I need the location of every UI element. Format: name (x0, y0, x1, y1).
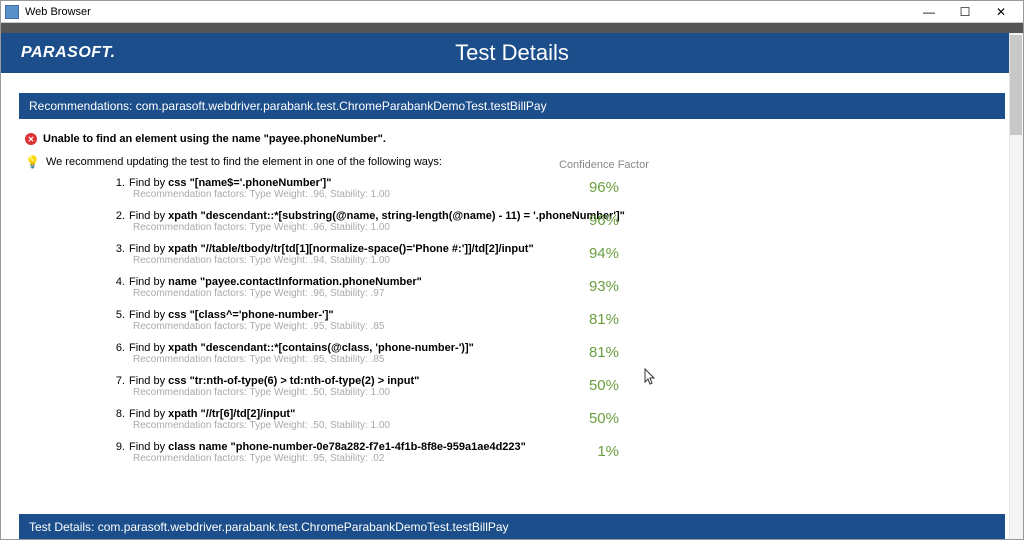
recommendation-factors: Recommendation factors: Type Weight: .95… (109, 354, 1005, 365)
recommendation-text: 8.Find by xpath "//tr[6]/td[2]/input" (109, 408, 1005, 420)
confidence-value: 81% (559, 344, 619, 361)
confidence-value: 96% (559, 212, 619, 229)
titlebar: Web Browser — ☐ ✕ (1, 1, 1023, 23)
app-icon (5, 5, 19, 19)
recommendation-item: 6.Find by xpath "descendant::*[contains(… (109, 342, 1005, 365)
recommendation-text: 7.Find by css "tr:nth-of-type(6) > td:nt… (109, 375, 1005, 387)
window-title: Web Browser (25, 6, 911, 18)
recommendation-factors: Recommendation factors: Type Weight: .50… (109, 387, 1005, 398)
confidence-header: Confidence Factor (559, 159, 649, 171)
page-title: Test Details (1, 40, 1023, 66)
minimize-button[interactable]: — (911, 2, 947, 22)
recommendation-factors: Recommendation factors: Type Weight: .96… (109, 189, 1005, 200)
recommendation-list: Confidence Factor 1.Find by css "[name$=… (19, 177, 1005, 464)
confidence-value: 50% (559, 377, 619, 394)
maximize-button[interactable]: ☐ (947, 2, 983, 22)
recommendation-item: 3.Find by xpath "//table/tbody/tr[td[1][… (109, 243, 1005, 266)
recommendation-factors: Recommendation factors: Type Weight: .95… (109, 453, 1005, 464)
error-message: ✕ Unable to find an element using the na… (19, 129, 1005, 153)
recommendation-text: 9.Find by class name "phone-number-0e78a… (109, 441, 1005, 453)
recommendation-text: 4.Find by name "payee.contactInformation… (109, 276, 1005, 288)
recommendation-item: 4.Find by name "payee.contactInformation… (109, 276, 1005, 299)
confidence-value: 50% (559, 410, 619, 427)
recommendation-item: 9.Find by class name "phone-number-0e78a… (109, 441, 1005, 464)
confidence-value: 96% (559, 179, 619, 196)
confidence-value: 81% (559, 311, 619, 328)
recommendation-intro: 💡 We recommend updating the test to find… (19, 153, 1005, 177)
recommendation-factors: Recommendation factors: Type Weight: .95… (109, 321, 1005, 332)
page-header: PARASOFT. Test Details (1, 33, 1023, 73)
window-controls: — ☐ ✕ (911, 2, 1019, 22)
recommendation-text: 6.Find by xpath "descendant::*[contains(… (109, 342, 1005, 354)
recommendation-item: 2.Find by xpath "descendant::*[substring… (109, 210, 1005, 233)
error-icon: ✕ (25, 133, 37, 145)
content-area: PARASOFT. Test Details Recommendations: … (1, 33, 1023, 539)
close-button[interactable]: ✕ (983, 2, 1019, 22)
recommendation-text: 2.Find by xpath "descendant::*[substring… (109, 210, 1005, 222)
recommendation-item: 7.Find by css "tr:nth-of-type(6) > td:nt… (109, 375, 1005, 398)
scrollbar[interactable] (1009, 33, 1023, 539)
confidence-value: 1% (559, 443, 619, 460)
recommendation-factors: Recommendation factors: Type Weight: .96… (109, 288, 1005, 299)
confidence-value: 93% (559, 278, 619, 295)
recommendation-item: 5.Find by css "[class^='phone-number-']"… (109, 309, 1005, 332)
recommendations-section-header: Recommendations: com.parasoft.webdriver.… (19, 93, 1005, 119)
recommendation-factors: Recommendation factors: Type Weight: .96… (109, 222, 1005, 233)
chrome-band (1, 23, 1023, 33)
recommendation-text: 3.Find by xpath "//table/tbody/tr[td[1][… (109, 243, 1005, 255)
details-section-header: Test Details: com.parasoft.webdriver.par… (19, 514, 1005, 539)
recommendation-factors: Recommendation factors: Type Weight: .50… (109, 420, 1005, 431)
test-details-section: Test Details: com.parasoft.webdriver.par… (19, 514, 1005, 539)
app-window: Web Browser — ☐ ✕ PARASOFT. Test Details… (0, 0, 1024, 540)
recommend-text: We recommend updating the test to find t… (46, 156, 442, 168)
recommendation-text: 5.Find by css "[class^='phone-number-']" (109, 309, 1005, 321)
recommendation-item: 8.Find by xpath "//tr[6]/td[2]/input"Rec… (109, 408, 1005, 431)
recommendation-item: 1.Find by css "[name$='.phoneNumber']"Re… (109, 177, 1005, 200)
recommendation-text: 1.Find by css "[name$='.phoneNumber']" (109, 177, 1005, 189)
error-text: Unable to find an element using the name… (43, 133, 386, 145)
recommendation-factors: Recommendation factors: Type Weight: .94… (109, 255, 1005, 266)
confidence-value: 94% (559, 245, 619, 262)
scrollbar-thumb[interactable] (1010, 35, 1022, 135)
lightbulb-icon: 💡 (25, 155, 40, 169)
